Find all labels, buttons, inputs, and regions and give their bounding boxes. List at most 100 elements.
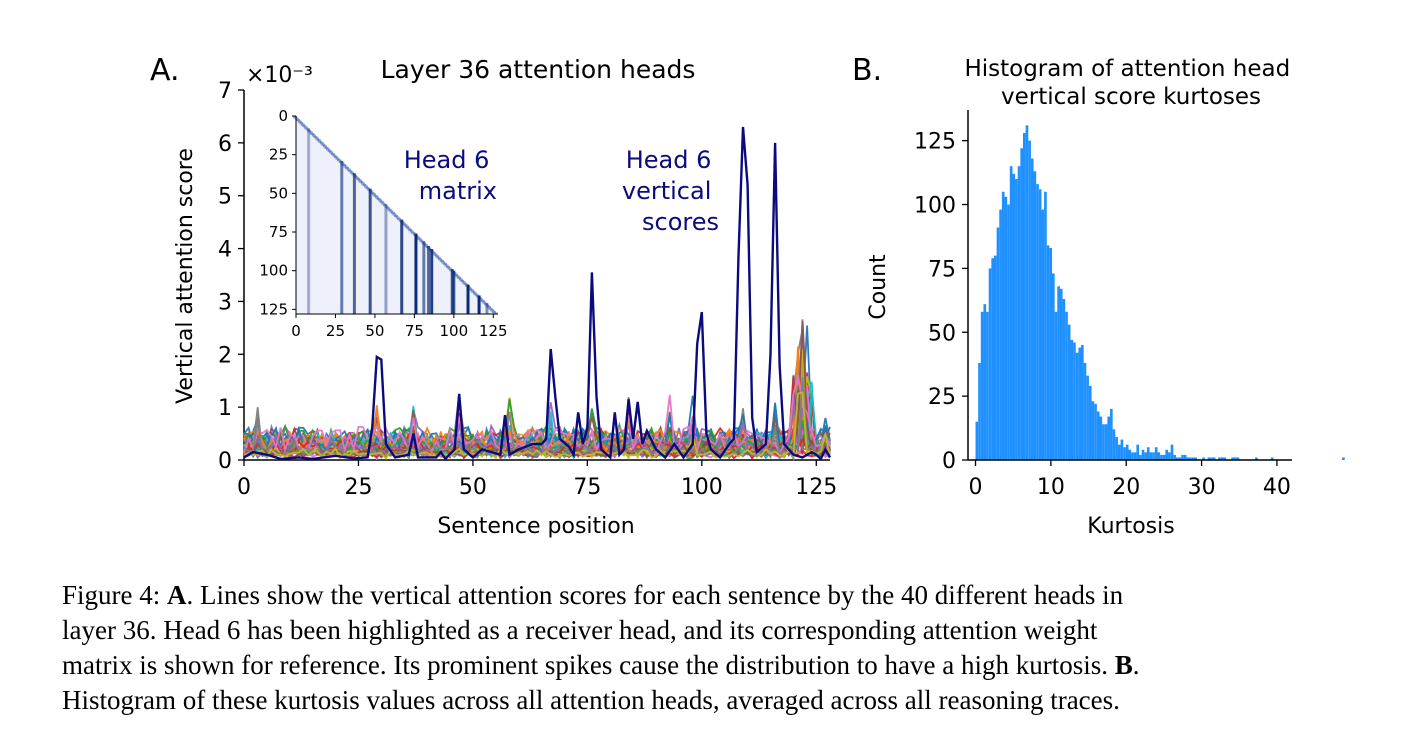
panel-a-y-tick-label: 2 — [218, 343, 232, 368]
histogram-bar — [1112, 429, 1116, 460]
histogram-bar — [1178, 457, 1182, 460]
histogram-bar — [1094, 403, 1097, 460]
histogram-bar — [1086, 375, 1089, 460]
histogram-bar — [988, 268, 992, 460]
inset-attention-column — [485, 303, 489, 314]
inset-diagonal-cell — [300, 123, 305, 126]
histogram-bar — [1170, 444, 1174, 460]
inset-attention-column — [430, 249, 434, 314]
histogram-bar — [993, 255, 997, 460]
inset-diagonal-cell — [332, 154, 337, 157]
inset-diagonal-cell — [392, 213, 397, 216]
inset-diagonal-cell — [293, 116, 297, 118]
inset-diagonal-cell — [360, 182, 365, 185]
inset-diagonal-cell — [299, 122, 304, 125]
histogram-bar — [1099, 416, 1103, 460]
panel-a-y-tick-label: 7 — [218, 79, 232, 104]
inset-y-tick-label: 50 — [269, 184, 288, 202]
inset-diagonal-cell — [370, 191, 375, 194]
panel-b-letter: B. — [852, 53, 882, 88]
inset-diagonal-cell — [371, 193, 376, 196]
inset-diagonal-cell — [378, 199, 383, 202]
inset-diagonal-cell — [376, 197, 381, 200]
inset-attention-column — [400, 219, 404, 314]
histogram-bar — [1115, 437, 1118, 460]
histogram-bar — [1160, 454, 1163, 460]
inset-diagonal-cell — [460, 279, 465, 282]
histogram-bar — [1231, 457, 1234, 460]
inset-diagonal-cell — [375, 196, 380, 199]
inset-y-tick-label: 0 — [278, 107, 288, 125]
panel-a-y-tick-label: 5 — [218, 185, 232, 210]
inset-diagonal-cell — [337, 159, 342, 162]
histogram-bar — [983, 304, 987, 460]
histogram-bar — [1141, 449, 1145, 460]
histogram-bar — [1207, 457, 1211, 460]
panel-a-y-tick-label: 1 — [218, 396, 232, 421]
histogram-bar — [1049, 247, 1053, 460]
inset-diagonal-cell — [329, 151, 334, 154]
panel-b-y-tick-label: 75 — [928, 257, 956, 282]
panel-b-title: Histogram of attention head vertical sco… — [964, 56, 1297, 110]
inset-x-tick-label: 75 — [405, 322, 424, 340]
inset-diagonal-cell — [411, 232, 416, 235]
histogram-bar — [1120, 439, 1124, 460]
inset-diagonal-cell — [313, 136, 318, 139]
histogram-bar — [1342, 457, 1345, 460]
histogram-bar — [1183, 454, 1187, 460]
inset-diagonal-cell — [455, 275, 460, 278]
inset-diagonal-cell — [488, 307, 493, 310]
inset-diagonal-cell — [435, 255, 440, 258]
histogram-bar — [1191, 457, 1195, 460]
histogram-bar — [1009, 166, 1013, 460]
inset-x-tick-label: 50 — [365, 322, 384, 340]
histogram-bar — [1154, 447, 1158, 460]
histogram-bar — [980, 311, 984, 460]
inset-diagonal-cell — [482, 301, 487, 304]
panel-b-y-tick-label: 100 — [914, 194, 956, 219]
head-series-line — [243, 374, 831, 456]
inset-diagonal-cell — [297, 120, 302, 123]
histogram-bar — [1149, 452, 1153, 460]
inset-diagonal-cell — [457, 276, 462, 279]
histogram-bar — [1057, 286, 1060, 460]
panel-a-x-tick-label: 75 — [573, 475, 601, 500]
inset-attention-column — [414, 233, 418, 314]
histogram-bar — [1075, 352, 1079, 460]
inset-x-tick-label: 100 — [439, 322, 468, 340]
histogram-bar — [999, 209, 1002, 460]
inset-diagonal-cell — [373, 194, 378, 197]
histogram-bar — [1025, 125, 1029, 461]
inset-diagonal-cell — [334, 156, 339, 159]
inset-diagonal-cell — [408, 228, 413, 231]
inset-diagonal-cell — [318, 140, 323, 143]
inset-attention-column — [450, 269, 454, 314]
panel-a-letter: A. — [150, 53, 180, 88]
histogram-bar — [1110, 408, 1113, 460]
caption-line-1: Figure 4: A. Lines show the vertical att… — [62, 580, 1124, 610]
histogram-bar — [1218, 457, 1221, 460]
inset-diagonal-cell — [389, 210, 394, 213]
panel-a-ylabel: Vertical attention score — [173, 148, 198, 404]
inset-diagonal-cell — [387, 208, 392, 211]
inset-diagonal-cell — [343, 165, 348, 168]
annotation-head6-scores: Head 6 vertical scores — [622, 146, 719, 236]
inset-x-tick-label: 0 — [291, 322, 301, 340]
histogram-bar — [1012, 173, 1016, 461]
inset-diagonal-cell — [441, 261, 446, 264]
histogram-bar — [1044, 191, 1047, 460]
inset-attention-column — [368, 188, 372, 314]
histogram-bar — [1186, 457, 1190, 460]
panel-a-xlabel: Sentence position — [437, 514, 634, 539]
panel-a-y-tick-label: 0 — [218, 449, 232, 474]
panel-a-series — [243, 126, 832, 462]
inset-diagonal-cell — [395, 216, 400, 219]
caption-line-2: layer 36. Head 6 has been highlighted as… — [62, 615, 1098, 645]
inset-x-tick-label: 125 — [479, 322, 508, 340]
inset-diagonal-cell — [357, 179, 362, 182]
inset-diagonal-cell — [304, 126, 309, 129]
inset-diagonal-cell — [390, 211, 395, 214]
inset-diagonal-cell — [479, 298, 484, 301]
inset-diagonal-cell — [416, 236, 421, 239]
